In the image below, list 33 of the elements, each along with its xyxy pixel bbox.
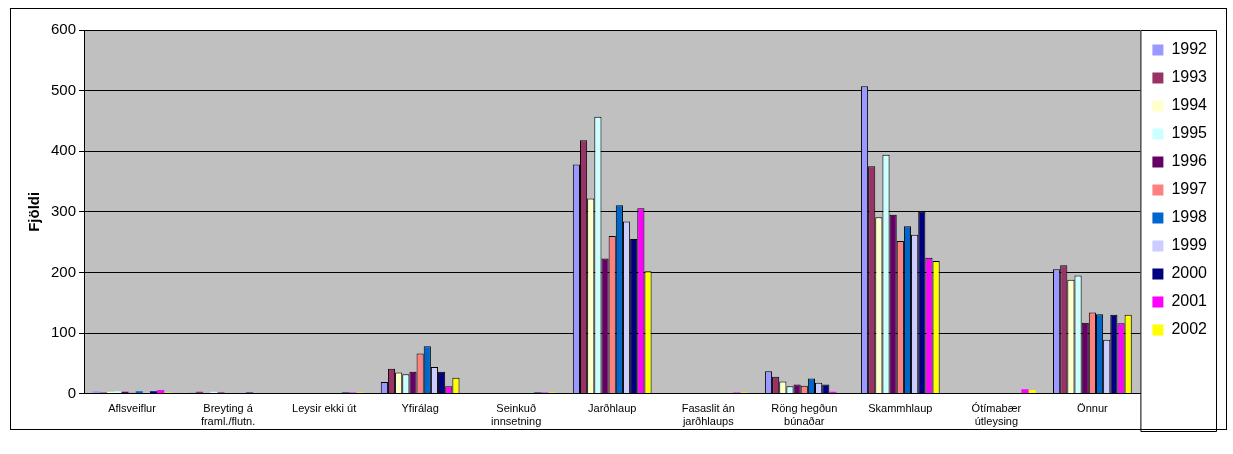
legend-label: 1997 xyxy=(1171,180,1208,198)
x-tick-label: Aflsveiflur xyxy=(108,402,157,415)
x-tick-label: Skammhlaup xyxy=(868,402,933,415)
y-tick-label: 400 xyxy=(51,141,77,159)
x-tick-label: Önnur xyxy=(1077,402,1109,415)
legend-label: 1992 xyxy=(1171,40,1208,58)
legend-label: 1995 xyxy=(1171,124,1208,142)
x-tick-label: Ótímabær útleysing xyxy=(971,402,1022,428)
y-tick-label: 200 xyxy=(51,262,77,280)
legend-label: 2002 xyxy=(1171,320,1208,338)
x-tick-label: Jarðhlaup xyxy=(588,402,637,415)
legend-label: 1998 xyxy=(1171,208,1208,226)
legend-label: 1996 xyxy=(1171,152,1208,170)
x-tick-label: Breyting á framl./flutn. xyxy=(200,402,256,428)
y-tick-label: 500 xyxy=(51,80,77,98)
x-tick-label: Seinkuð innsetning xyxy=(491,402,542,428)
legend-label: 1993 xyxy=(1171,68,1208,86)
legend-label: 2000 xyxy=(1171,264,1208,282)
legend-label: 2001 xyxy=(1171,292,1208,310)
y-axis-title: Fjöldi xyxy=(25,191,43,232)
bar xyxy=(157,389,165,394)
legend-label: 1994 xyxy=(1171,96,1208,114)
y-tick-label: 600 xyxy=(51,20,77,38)
x-tick-label: Leysir ekki út xyxy=(292,402,357,415)
y-tick-label: 300 xyxy=(51,201,77,219)
bar xyxy=(1021,389,1029,394)
y-tick-label: 0 xyxy=(67,383,77,401)
x-tick-label: Yfirálag xyxy=(401,402,439,415)
bar xyxy=(1028,389,1036,394)
legend-label: 1999 xyxy=(1171,236,1208,254)
x-tick-label: Fasaslit án jarðhlaups xyxy=(681,402,735,428)
y-tick-label: 100 xyxy=(51,323,77,341)
x-tick-label: Röng hegðun búnaðar xyxy=(771,402,838,428)
